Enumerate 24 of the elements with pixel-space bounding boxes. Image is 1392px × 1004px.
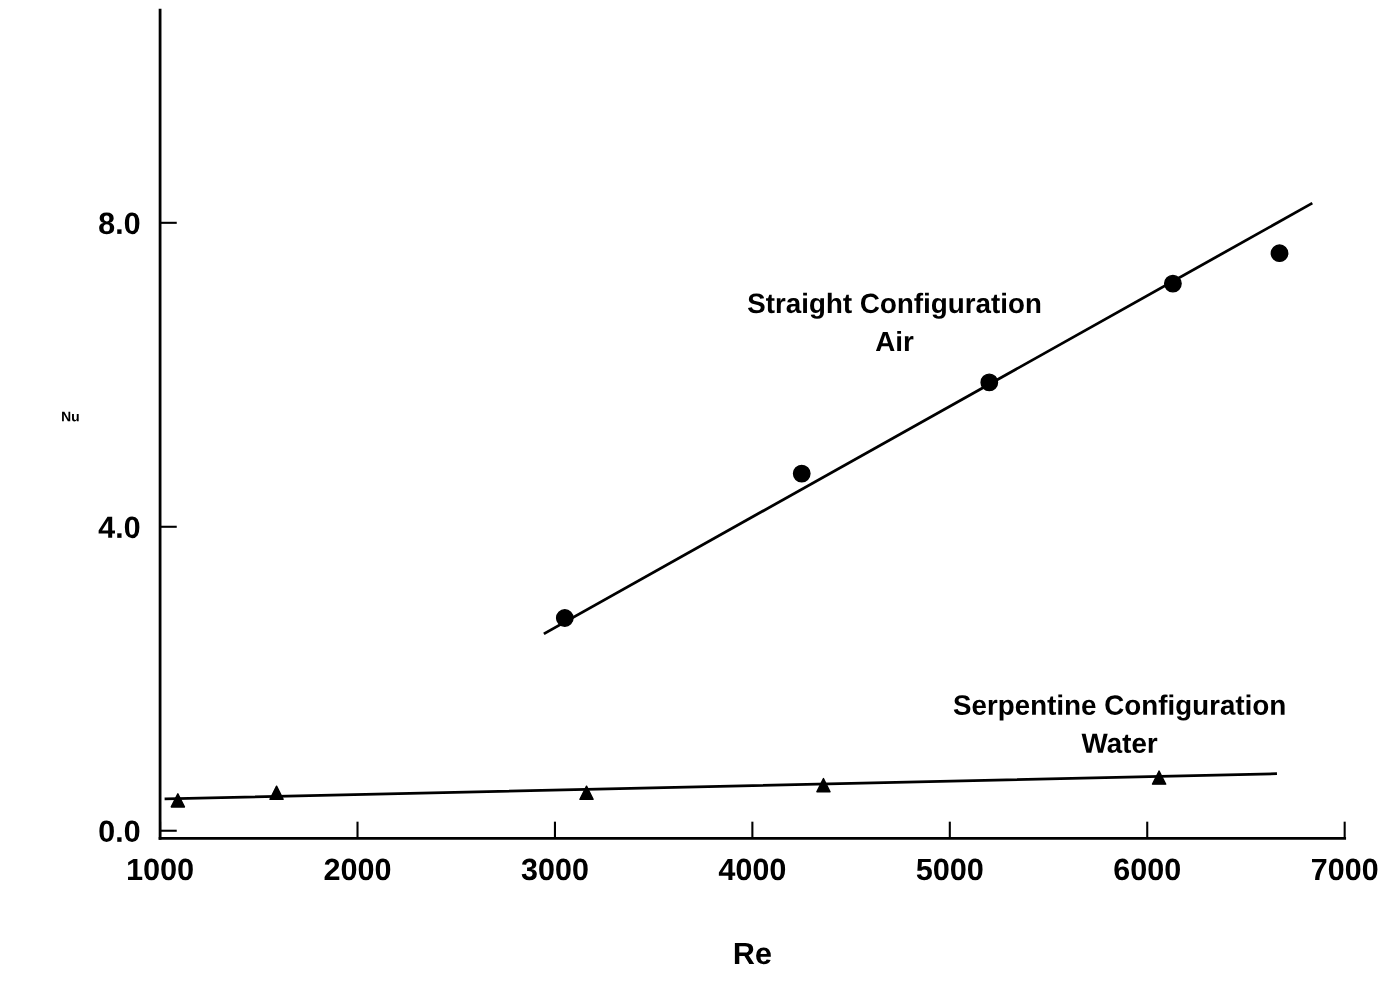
point [816, 777, 831, 793]
point [980, 373, 999, 392]
y-tick-label: 8.0 [99, 212, 140, 235]
text: Serpentine Configuration Water [953, 694, 1285, 754]
x-tick-label: 7000 [1312, 858, 1378, 881]
point [269, 785, 284, 801]
point [1151, 770, 1167, 785]
point [1270, 244, 1289, 263]
y-tick-label: 0.0 [99, 820, 140, 843]
point [555, 609, 574, 627]
x-tick-label: 1000 [128, 858, 193, 881]
point [579, 785, 594, 801]
x-tick-label: 5000 [916, 858, 983, 881]
x-tick-label: 3000 [521, 858, 588, 881]
y-axis-title: Nu [62, 411, 79, 422]
x-axis-title: Re [734, 942, 771, 965]
point [1163, 274, 1182, 293]
y-tick-label: 4.0 [98, 516, 140, 539]
x-tick-label: 6000 [1114, 858, 1180, 881]
point [170, 793, 186, 808]
series-label: Straight Configuration Air [747, 292, 1041, 352]
x-tick-label: 4000 [718, 858, 786, 881]
point [792, 464, 811, 483]
x-tick-label: 2000 [324, 858, 391, 881]
